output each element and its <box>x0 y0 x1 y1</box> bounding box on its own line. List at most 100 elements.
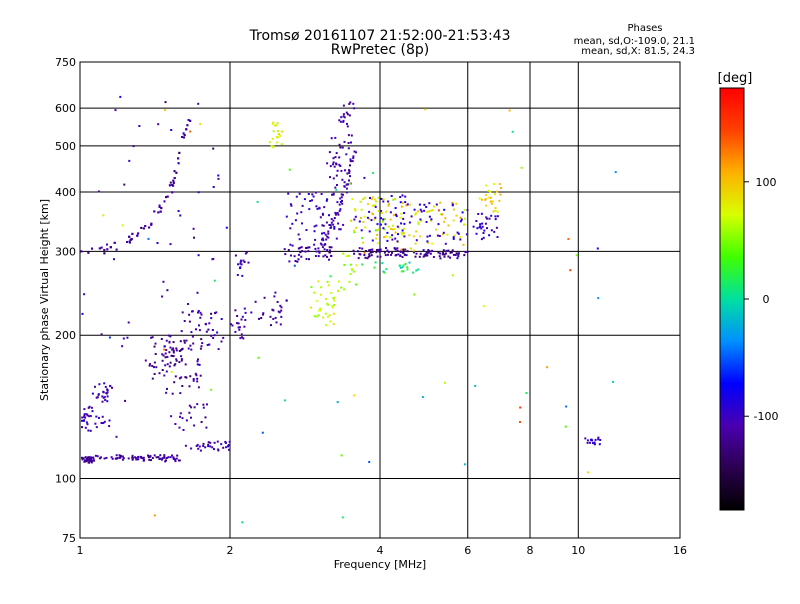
data-point <box>225 446 228 449</box>
data-point <box>395 213 397 216</box>
data-point <box>335 188 338 191</box>
data-point <box>382 270 385 273</box>
data-point <box>341 202 344 205</box>
data-point <box>184 363 187 366</box>
data-point <box>179 340 182 343</box>
data-point <box>389 211 392 214</box>
data-point <box>180 359 183 362</box>
data-point <box>210 317 213 320</box>
data-point <box>213 441 216 444</box>
data-point <box>377 196 380 199</box>
data-point <box>499 193 502 196</box>
data-point <box>327 230 330 233</box>
data-point <box>202 442 205 445</box>
data-point <box>482 232 485 234</box>
data-point <box>342 119 345 122</box>
data-point <box>88 405 91 408</box>
data-point <box>272 318 275 320</box>
data-point <box>153 361 156 364</box>
data-point <box>385 268 388 271</box>
data-point <box>466 209 469 211</box>
data-point <box>108 336 111 339</box>
data-point <box>163 455 166 458</box>
data-point <box>413 208 416 211</box>
data-point <box>98 457 101 460</box>
data-point <box>243 307 246 310</box>
data-point <box>207 445 210 448</box>
data-point <box>488 234 491 237</box>
data-point <box>83 413 86 416</box>
data-point <box>199 316 202 319</box>
data-point <box>190 406 193 409</box>
data-point <box>344 169 346 172</box>
data-point <box>243 261 246 263</box>
data-point <box>269 315 272 318</box>
data-point <box>169 361 172 364</box>
data-point <box>134 456 137 459</box>
data-point <box>318 250 321 253</box>
data-point <box>330 246 333 249</box>
data-point <box>489 200 492 203</box>
data-point <box>362 198 365 200</box>
data-point <box>291 222 294 225</box>
data-point <box>565 405 568 408</box>
data-point <box>333 227 336 230</box>
data-point <box>372 204 374 207</box>
data-point <box>373 204 376 207</box>
data-point <box>196 360 199 363</box>
data-point <box>278 311 281 314</box>
data-point <box>323 206 326 209</box>
data-point <box>178 377 181 380</box>
data-point <box>228 440 231 443</box>
data-point <box>332 157 335 160</box>
data-point <box>449 256 452 259</box>
data-point <box>341 178 344 181</box>
data-point <box>91 410 94 413</box>
data-point <box>412 235 415 238</box>
data-point <box>98 247 101 250</box>
data-point <box>109 246 112 249</box>
data-point <box>150 336 153 339</box>
data-point <box>188 404 191 407</box>
data-point <box>284 399 286 402</box>
data-point <box>322 316 325 319</box>
data-point <box>237 326 240 329</box>
data-point <box>241 521 244 524</box>
data-point <box>419 208 422 211</box>
data-point <box>484 222 487 225</box>
data-point <box>83 293 86 296</box>
data-point <box>314 247 317 250</box>
data-point <box>289 227 292 230</box>
data-point <box>148 458 151 461</box>
data-point <box>366 216 369 219</box>
data-point <box>131 454 134 457</box>
data-point <box>299 246 301 249</box>
data-point <box>234 330 237 333</box>
data-point <box>386 231 389 234</box>
data-point <box>443 253 446 256</box>
data-point <box>173 177 176 179</box>
data-point <box>401 194 404 197</box>
data-point <box>298 192 301 195</box>
data-point <box>464 251 467 254</box>
data-point <box>489 196 492 199</box>
data-point <box>131 456 134 459</box>
plot-frame <box>79 61 681 539</box>
data-point <box>150 222 153 225</box>
data-point <box>341 199 343 202</box>
data-point <box>394 237 397 240</box>
data-point <box>352 249 355 252</box>
data-point <box>154 342 157 345</box>
data-point <box>214 312 216 315</box>
data-point <box>383 271 386 274</box>
data-point <box>546 366 549 369</box>
data-point <box>442 231 445 234</box>
data-point <box>353 231 356 234</box>
data-point <box>247 261 250 264</box>
data-point <box>308 208 311 211</box>
x-tick-label: 8 <box>527 544 534 557</box>
data-point <box>387 204 390 207</box>
data-point <box>326 280 329 283</box>
data-point <box>346 125 349 128</box>
data-point <box>496 236 499 238</box>
